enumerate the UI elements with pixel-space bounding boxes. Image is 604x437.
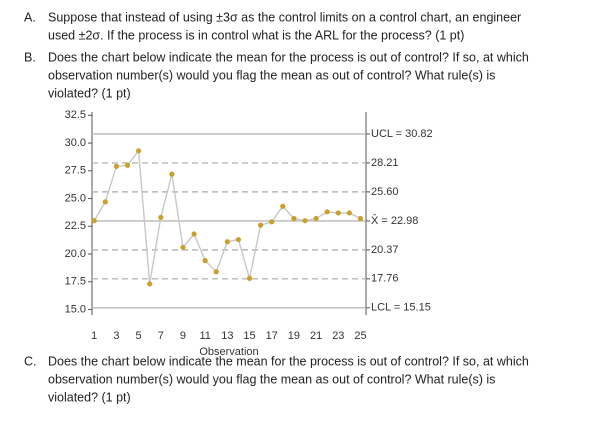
- y-tick-label: 22.5: [65, 220, 86, 232]
- data-point: [135, 148, 142, 154]
- x-axis-label: Observation: [199, 346, 258, 358]
- data-point: [291, 215, 297, 222]
- x-tick-label: 13: [221, 330, 233, 342]
- x-tick-label: 11: [199, 330, 210, 342]
- data-line: [93, 148, 361, 285]
- data-point: [280, 203, 286, 209]
- data-point: [124, 162, 131, 168]
- data-point: [191, 231, 197, 237]
- question-text: Does the chart below indicate the mean f…: [48, 50, 529, 64]
- question-text: observation number(s) would you flag the…: [48, 68, 495, 82]
- data-point: [158, 214, 164, 220]
- x-tick-label: 19: [288, 330, 300, 342]
- x-tick-label: 25: [354, 330, 366, 342]
- question-label: A.: [24, 10, 36, 24]
- x-tick-label: 5: [136, 330, 142, 342]
- data-point: [202, 258, 208, 264]
- data-point: [313, 215, 319, 222]
- question-label: C.: [24, 354, 37, 368]
- data-point: [169, 171, 175, 177]
- control-label: X̄ = 22.98: [371, 214, 418, 227]
- question-label: B.: [24, 50, 36, 64]
- control-label: 25.60: [371, 186, 399, 198]
- data-point: [91, 218, 97, 224]
- y-tick-label: 15.0: [65, 303, 86, 315]
- x-tick-label: 3: [113, 330, 119, 342]
- data-point: [213, 269, 219, 275]
- x-tick-label: 7: [158, 330, 164, 342]
- data-point: [147, 281, 153, 287]
- y-tick-label: 25.0: [65, 192, 86, 204]
- x-tick-label: 23: [332, 330, 344, 342]
- x-tick-label: 21: [310, 330, 322, 342]
- data-point: [346, 210, 352, 216]
- question-text: Suppose that instead of using ±3σ as the…: [48, 10, 521, 24]
- control-label: UCL = 30.82: [371, 128, 433, 140]
- y-tick-label: 30.0: [65, 137, 86, 149]
- data-point: [258, 222, 264, 228]
- question-text: violated? (1 pt): [48, 390, 131, 404]
- data-point: [269, 219, 275, 225]
- data-point: [224, 239, 230, 245]
- data-point: [180, 244, 186, 250]
- x-tick-label: 15: [243, 330, 255, 342]
- data-point: [302, 218, 308, 224]
- data-point: [102, 199, 108, 205]
- data-point: [113, 163, 120, 169]
- x-tick-label: 9: [180, 330, 186, 342]
- x-tick-label: 17: [266, 330, 278, 342]
- control-label: 20.37: [371, 244, 399, 256]
- control-label: 28.21: [371, 157, 399, 169]
- control-label: LCL = 15.15: [371, 302, 431, 314]
- question-text: observation number(s) would you flag the…: [48, 372, 495, 386]
- data-point: [246, 275, 253, 281]
- question-text: used ±2σ. If the process is in control w…: [48, 28, 464, 42]
- y-tick-label: 27.5: [65, 165, 86, 177]
- y-tick-label: 32.5: [65, 109, 86, 121]
- x-tick-label: 1: [91, 330, 97, 342]
- data-point: [324, 209, 330, 215]
- data-point: [335, 210, 341, 216]
- y-tick-label: 20.0: [65, 248, 86, 260]
- question-text: violated? (1 pt): [48, 86, 131, 100]
- data-point: [235, 236, 242, 243]
- data-point: [357, 215, 364, 222]
- control-label: 17.76: [371, 273, 399, 285]
- question-text: Does the chart below indicate the mean f…: [48, 354, 529, 368]
- y-tick-label: 17.5: [65, 276, 86, 288]
